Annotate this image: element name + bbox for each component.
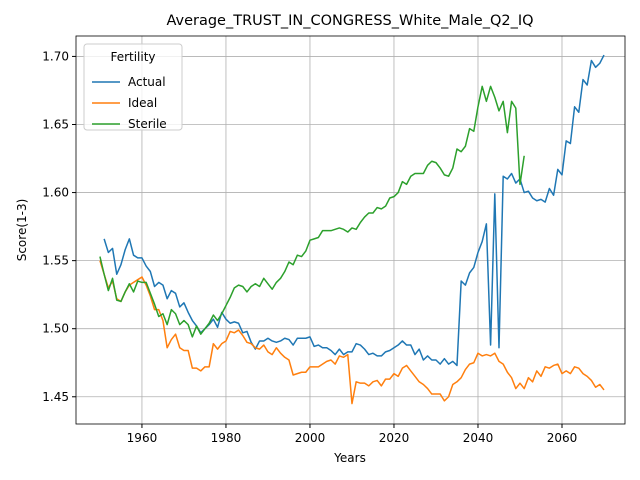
legend-label: Ideal [128,96,157,110]
x-tick-label: 2060 [547,431,578,445]
legend-box [83,43,183,131]
y-tick-label: 1.65 [42,117,69,131]
x-tick-label: 1980 [211,431,242,445]
y-tick-label: 1.55 [42,254,69,268]
line-series [99,260,605,405]
plot-frame [75,35,626,425]
y-tick-label: 1.45 [42,390,69,404]
legend-label: Actual [128,75,166,89]
line-series [99,85,525,338]
x-tick-label: 1960 [127,431,158,445]
y-tick-label: 1.70 [42,49,69,63]
legend-title: Fertility [110,50,155,64]
x-axis-label: Years [333,451,366,465]
x-tick-label: 2000 [295,431,326,445]
chart-title: Average_TRUST_IN_CONGRESS_White_Male_Q2_… [166,13,533,29]
legend-label: Sterile [128,117,167,131]
y-axis-label: Score(1-3) [15,199,29,262]
x-tick-label: 2040 [463,431,494,445]
x-tick-label: 2020 [379,431,410,445]
y-tick-label: 1.50 [42,322,69,336]
y-tick-label: 1.60 [42,186,69,200]
